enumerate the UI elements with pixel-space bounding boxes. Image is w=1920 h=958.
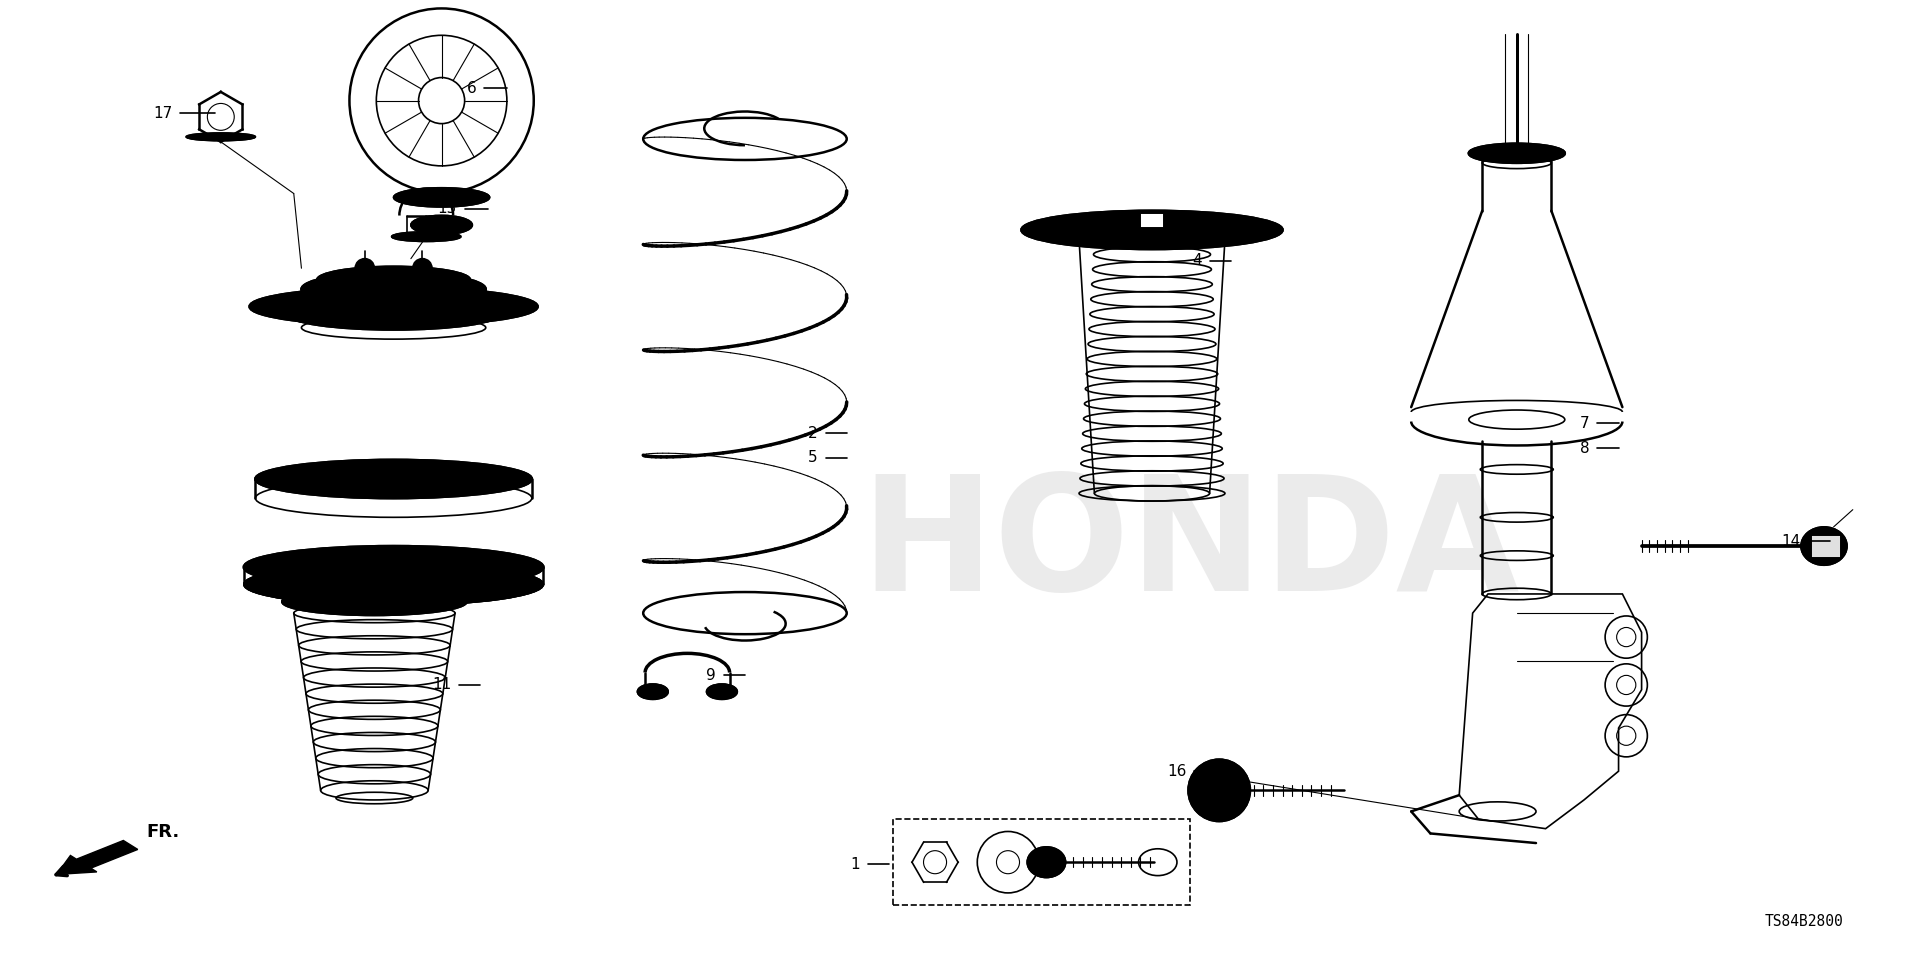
Ellipse shape: [392, 232, 461, 241]
Bar: [1811, 535, 1841, 558]
Bar: [1140, 213, 1164, 228]
Ellipse shape: [288, 465, 499, 493]
Text: TS84B2800: TS84B2800: [1764, 914, 1843, 929]
Ellipse shape: [244, 546, 543, 588]
Text: 17: 17: [154, 105, 173, 121]
Text: 8: 8: [1580, 441, 1590, 456]
Text: 7: 7: [1580, 416, 1590, 431]
FancyArrow shape: [58, 840, 138, 875]
Ellipse shape: [250, 287, 538, 326]
Ellipse shape: [1801, 527, 1847, 565]
Text: 13: 13: [438, 297, 457, 312]
Bar: [893, 819, 1190, 905]
Ellipse shape: [321, 469, 467, 489]
Ellipse shape: [637, 684, 668, 699]
Ellipse shape: [244, 563, 543, 605]
Text: 12: 12: [461, 467, 480, 482]
Text: 14: 14: [1782, 534, 1801, 549]
Text: 4: 4: [1192, 253, 1202, 268]
Ellipse shape: [413, 259, 432, 278]
Ellipse shape: [411, 216, 472, 235]
Ellipse shape: [355, 270, 432, 285]
Text: 1: 1: [851, 856, 860, 872]
Ellipse shape: [647, 686, 659, 697]
Text: 16: 16: [1167, 764, 1187, 779]
Text: 6: 6: [467, 80, 476, 96]
Bar: [1811, 535, 1841, 558]
Ellipse shape: [1027, 847, 1066, 878]
Ellipse shape: [1469, 144, 1565, 163]
Bar: [1140, 213, 1164, 228]
Text: 3: 3: [1192, 224, 1202, 240]
Ellipse shape: [707, 684, 737, 699]
Ellipse shape: [716, 686, 728, 697]
Text: 11: 11: [432, 677, 451, 693]
Ellipse shape: [282, 588, 467, 615]
Ellipse shape: [355, 259, 374, 278]
Ellipse shape: [255, 460, 532, 498]
Text: HONDA: HONDA: [860, 468, 1521, 624]
Ellipse shape: [1213, 785, 1225, 796]
Text: 9: 9: [707, 668, 716, 683]
Ellipse shape: [1188, 760, 1250, 821]
Ellipse shape: [301, 272, 486, 307]
Text: 15: 15: [438, 201, 457, 217]
Ellipse shape: [288, 299, 499, 330]
Ellipse shape: [394, 188, 490, 207]
Text: 10: 10: [461, 553, 480, 568]
Ellipse shape: [317, 266, 470, 293]
Text: 2: 2: [808, 425, 818, 441]
Text: FR.: FR.: [146, 823, 179, 841]
Ellipse shape: [1021, 211, 1283, 249]
Ellipse shape: [186, 133, 255, 141]
Text: 5: 5: [808, 450, 818, 466]
